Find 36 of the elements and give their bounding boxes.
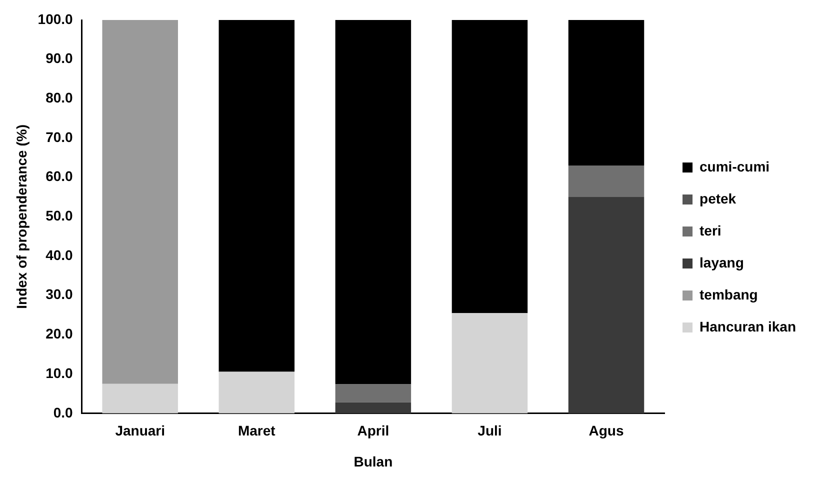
- bar: [102, 20, 178, 384]
- legend-label: cumi-cumi: [700, 158, 770, 174]
- bar: [568, 197, 644, 414]
- y-tick-label: 50.0: [46, 208, 74, 224]
- x-tick-label: April: [357, 422, 390, 439]
- legend-label: petek: [700, 190, 736, 206]
- y-tick-label: 60.0: [46, 168, 74, 184]
- y-tick-label: 20.0: [46, 326, 74, 342]
- y-tick-label: 70.0: [46, 128, 74, 145]
- y-tick-label: 0.0: [53, 404, 74, 420]
- x-tick-label: Juli: [478, 422, 502, 439]
- y-tick-label: 80.0: [46, 90, 74, 106]
- y-tick-label: 40.0: [46, 246, 74, 263]
- bar: [335, 384, 412, 402]
- y-axis-title: Index of propenderance (%): [13, 124, 30, 309]
- legend-label: Hancuran ikan: [700, 318, 796, 334]
- legend-label: layang: [700, 254, 744, 270]
- x-tick-label: Agus: [588, 422, 624, 439]
- y-tick-label: 100.0: [38, 10, 74, 27]
- bar: [335, 20, 412, 384]
- legend-label: tembang: [700, 286, 758, 302]
- bar: [218, 20, 295, 372]
- x-axis-title: Bulan: [354, 453, 393, 470]
- bar: [568, 20, 644, 166]
- bar: [452, 313, 528, 414]
- x-tick-label: Januari: [115, 422, 166, 439]
- bar: [568, 166, 644, 198]
- bar: [335, 402, 412, 414]
- y-tick-label: 30.0: [46, 286, 74, 302]
- bar: [102, 384, 178, 414]
- y-tick-label: 10.0: [46, 364, 74, 381]
- bar: [452, 20, 528, 314]
- legend-label: teri: [700, 222, 722, 238]
- bar: [218, 372, 295, 414]
- y-tick-label: 90.0: [46, 50, 74, 66]
- x-tick-label: Maret: [238, 422, 276, 439]
